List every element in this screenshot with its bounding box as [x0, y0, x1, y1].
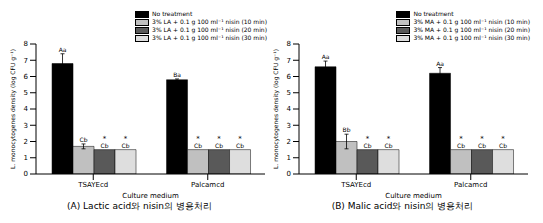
svg-text:*: *: [103, 135, 107, 143]
svg-text:5: 5: [287, 89, 291, 97]
svg-text:Cb: Cb: [194, 142, 202, 149]
html-text:3% MA + 0.1 g 100 ml⁻¹ nisin (: 3% MA + 0.1 g 100 ml⁻¹ nisin (10 min): [413, 18, 530, 25]
svg-text:Aa: Aa: [59, 46, 67, 53]
svg-text:0: 0: [24, 170, 28, 178]
svg-text:Cb: Cb: [215, 142, 223, 149]
svg-text:1: 1: [24, 154, 28, 162]
svg-text:*: *: [501, 135, 505, 143]
svg-text:*: *: [366, 135, 370, 143]
svg-text:Aa: Aa: [322, 53, 330, 60]
svg-text:3: 3: [287, 122, 291, 130]
svg-text:2: 2: [287, 138, 291, 146]
svg-text:L. monocytogenes density (log: L. monocytogenes density (log CFU g⁻¹): [9, 49, 17, 169]
html-text:No treatment: No treatment: [152, 10, 193, 17]
svg-text:Bb: Bb: [343, 126, 351, 133]
svg-text:0: 0: [287, 170, 291, 178]
svg-text:*: *: [196, 135, 200, 143]
svg-text:TSAYEcd: TSAYEcd: [340, 181, 371, 189]
svg-text:TSAYEcd: TSAYEcd: [77, 181, 108, 189]
svg-text:Cb: Cb: [499, 142, 507, 149]
svg-text:Cb: Cb: [385, 142, 393, 149]
html-text:3% LA + 0.1 g 100 ml⁻¹ nisin (: 3% LA + 0.1 g 100 ml⁻¹ nisin (30 min): [152, 34, 267, 41]
svg-text:4: 4: [24, 105, 29, 113]
svg-text:Palcamcd: Palcamcd: [191, 181, 224, 189]
svg-text:Palcamcd: Palcamcd: [454, 181, 487, 189]
svg-text:1: 1: [287, 154, 291, 162]
svg-text:2: 2: [24, 138, 28, 146]
svg-text:Cb: Cb: [457, 142, 465, 149]
svg-text:3: 3: [24, 122, 28, 130]
svg-text:Ba: Ba: [173, 71, 181, 78]
html-text:3% LA + 0.1 g 100 ml⁻¹ nisin (: 3% LA + 0.1 g 100 ml⁻¹ nisin (10 min): [152, 18, 267, 25]
html-text:3% MA + 0.1 g 100 ml⁻¹ nisin (: 3% MA + 0.1 g 100 ml⁻¹ nisin (20 min): [413, 26, 530, 33]
html-text:(A) Lactic acid와 nisin의 병용처리: (A) Lactic acid와 nisin의 병용처리: [67, 201, 212, 211]
svg-text:*: *: [124, 135, 128, 143]
svg-text:*: *: [238, 135, 242, 143]
html-text:3% LA + 0.1 g 100 ml⁻¹ nisin (: 3% LA + 0.1 g 100 ml⁻¹ nisin (20 min): [152, 26, 267, 33]
svg-text:Cb: Cb: [101, 142, 109, 149]
html-text:No treatment: No treatment: [413, 10, 454, 17]
svg-text:L. monocytogenes density (log: L. monocytogenes density (log CFU g⁻¹): [272, 49, 280, 169]
svg-text:4: 4: [287, 105, 292, 113]
svg-text:Cb: Cb: [122, 142, 130, 149]
svg-text:8: 8: [287, 40, 291, 48]
svg-text:Cb: Cb: [80, 136, 88, 143]
html-text:(B) Malic acid와 nisin의 병용처리: (B) Malic acid와 nisin의 병용처리: [331, 201, 474, 211]
svg-text:Cb: Cb: [364, 142, 372, 149]
svg-text:*: *: [480, 135, 484, 143]
svg-text:*: *: [387, 135, 391, 143]
svg-text:6: 6: [287, 73, 292, 81]
svg-text:5: 5: [24, 89, 28, 97]
svg-text:Cb: Cb: [236, 142, 244, 149]
svg-text:6: 6: [24, 73, 29, 81]
svg-text:Aa: Aa: [436, 60, 444, 67]
svg-text:*: *: [217, 135, 221, 143]
html-text:3% MA + 0.1 g 100 ml⁻¹ nisin (: 3% MA + 0.1 g 100 ml⁻¹ nisin (30 min): [413, 34, 530, 41]
svg-text:7: 7: [24, 57, 28, 65]
svg-text:Culture medium: Culture medium: [385, 192, 442, 198]
svg-text:Culture medium: Culture medium: [122, 192, 179, 198]
svg-text:*: *: [459, 135, 463, 143]
svg-text:8: 8: [24, 40, 28, 48]
svg-text:Cb: Cb: [478, 142, 486, 149]
svg-text:7: 7: [287, 57, 291, 65]
